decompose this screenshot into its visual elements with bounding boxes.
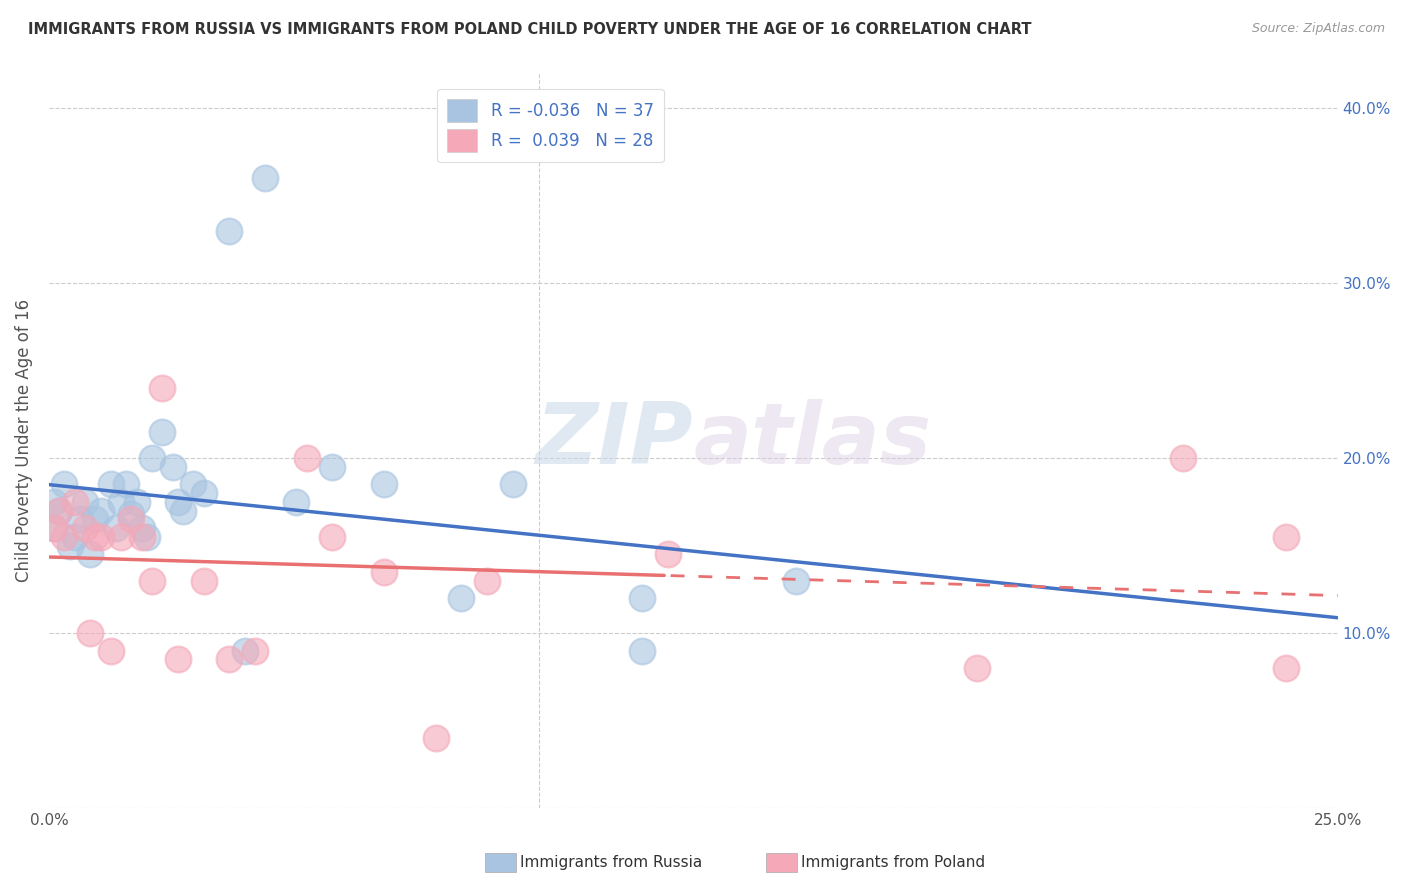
- Point: [233, 643, 256, 657]
- Point: [1275, 530, 1298, 544]
- Point: [243, 643, 266, 657]
- Point: [193, 486, 215, 500]
- Point: [166, 652, 188, 666]
- Text: IMMIGRANTS FROM RUSSIA VS IMMIGRANTS FROM POLAND CHILD POVERTY UNDER THE AGE OF : IMMIGRANTS FROM RUSSIA VS IMMIGRANTS FRO…: [28, 22, 1032, 37]
- Point: [125, 495, 148, 509]
- Text: atlas: atlas: [693, 399, 931, 482]
- Point: [166, 495, 188, 509]
- Point: [373, 477, 395, 491]
- Point: [73, 495, 96, 509]
- Point: [218, 223, 240, 237]
- Point: [131, 521, 153, 535]
- Point: [48, 503, 70, 517]
- Point: [285, 495, 308, 509]
- Point: [79, 626, 101, 640]
- Point: [135, 530, 157, 544]
- Point: [1275, 661, 1298, 675]
- Point: [630, 591, 652, 605]
- Point: [966, 661, 988, 675]
- Point: [63, 530, 86, 544]
- Point: [79, 547, 101, 561]
- Point: [84, 512, 107, 526]
- Text: ZIP: ZIP: [536, 399, 693, 482]
- Point: [172, 503, 194, 517]
- Point: [502, 477, 524, 491]
- Point: [42, 521, 65, 535]
- Point: [373, 565, 395, 579]
- Point: [53, 530, 76, 544]
- Point: [84, 530, 107, 544]
- Point: [321, 530, 343, 544]
- Point: [295, 450, 318, 465]
- Point: [218, 652, 240, 666]
- Point: [193, 574, 215, 588]
- Point: [1171, 450, 1194, 465]
- Point: [162, 459, 184, 474]
- Point: [104, 521, 127, 535]
- Point: [450, 591, 472, 605]
- Point: [120, 507, 142, 521]
- Point: [53, 477, 76, 491]
- Point: [141, 450, 163, 465]
- Point: [69, 512, 91, 526]
- Text: Immigrants from Russia: Immigrants from Russia: [520, 855, 703, 870]
- Point: [131, 530, 153, 544]
- Point: [475, 574, 498, 588]
- Point: [110, 530, 132, 544]
- Point: [100, 477, 122, 491]
- Legend: R = -0.036   N = 37, R =  0.039   N = 28: R = -0.036 N = 37, R = 0.039 N = 28: [437, 88, 664, 162]
- Point: [63, 495, 86, 509]
- Point: [254, 171, 277, 186]
- Point: [657, 547, 679, 561]
- Point: [321, 459, 343, 474]
- Point: [73, 521, 96, 535]
- Point: [58, 539, 80, 553]
- Point: [110, 495, 132, 509]
- Point: [181, 477, 204, 491]
- Point: [425, 731, 447, 745]
- Point: [89, 503, 111, 517]
- Y-axis label: Child Poverty Under the Age of 16: Child Poverty Under the Age of 16: [15, 299, 32, 582]
- Point: [141, 574, 163, 588]
- Point: [785, 574, 807, 588]
- Point: [150, 381, 173, 395]
- Point: [48, 503, 70, 517]
- Text: Source: ZipAtlas.com: Source: ZipAtlas.com: [1251, 22, 1385, 36]
- Point: [630, 643, 652, 657]
- Point: [89, 530, 111, 544]
- Point: [42, 521, 65, 535]
- Text: Immigrants from Poland: Immigrants from Poland: [801, 855, 986, 870]
- Point: [150, 425, 173, 439]
- Point: [115, 477, 138, 491]
- Point: [100, 643, 122, 657]
- Point: [120, 512, 142, 526]
- Point: [42, 495, 65, 509]
